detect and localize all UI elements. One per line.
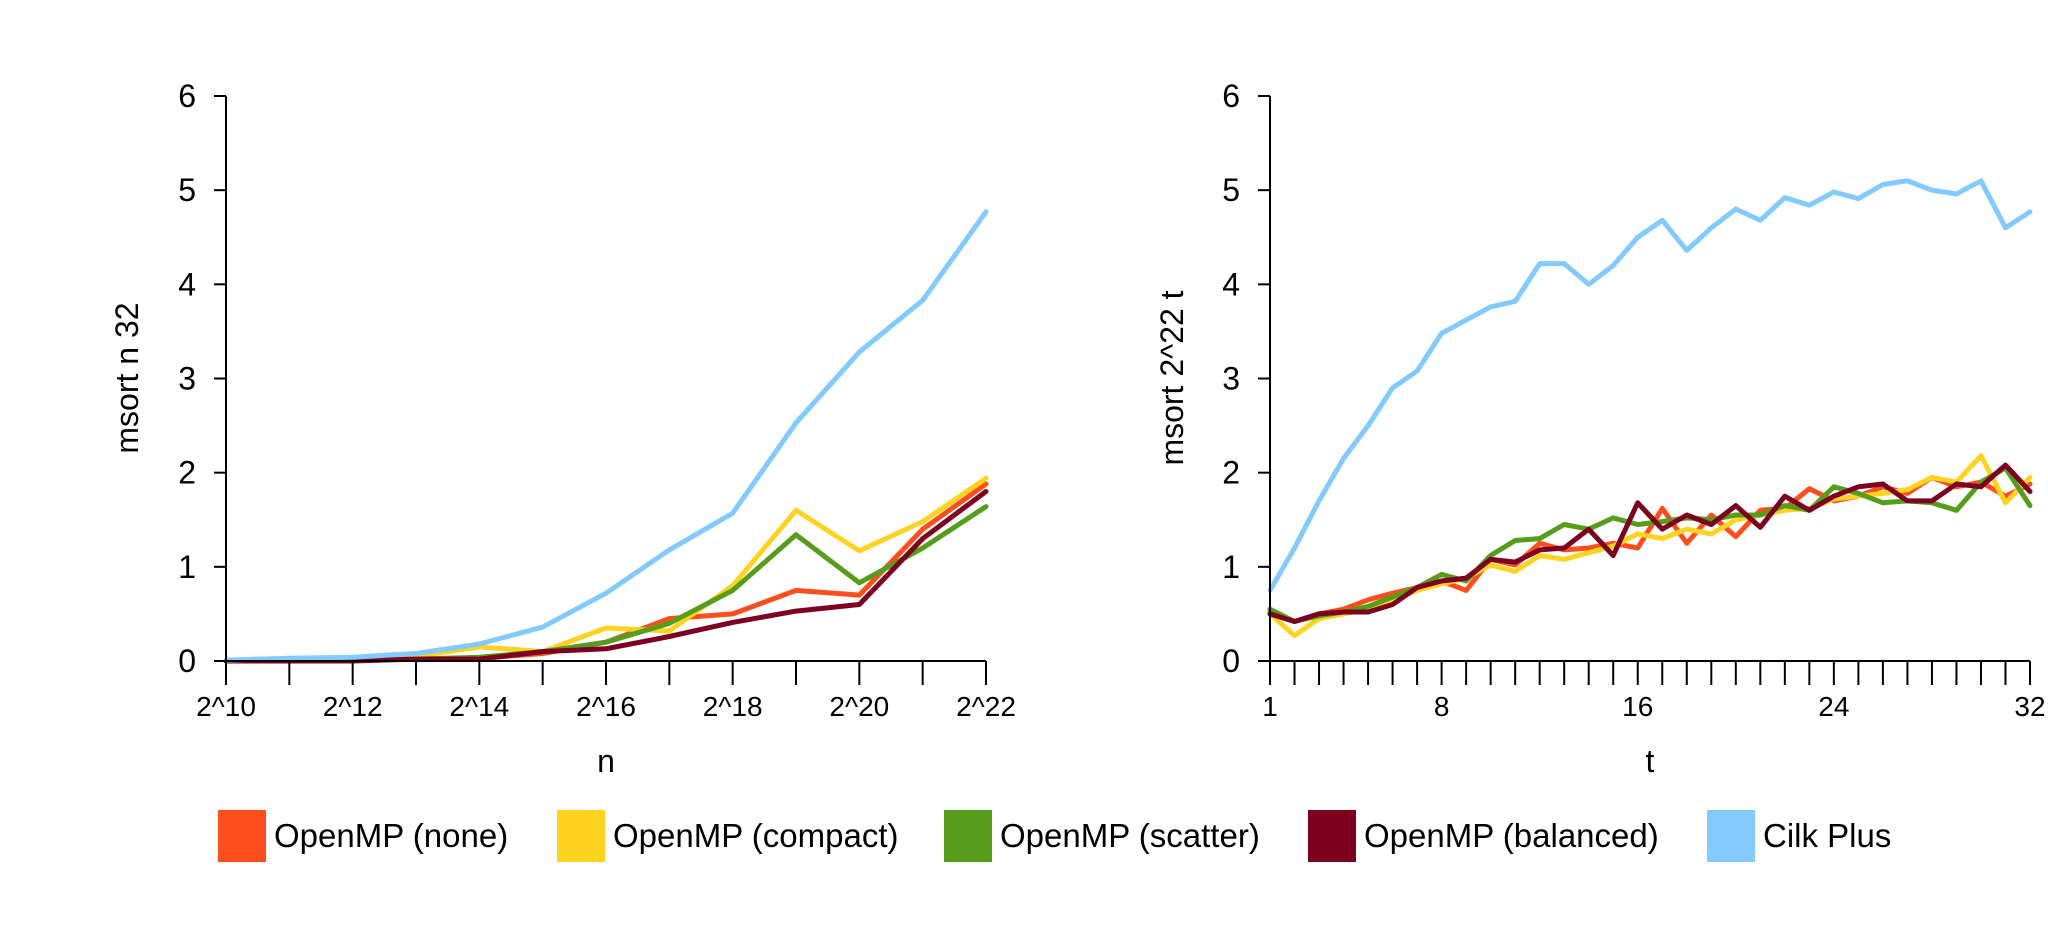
y-tick-label: 1 [178,549,196,585]
x-tick-label: 2^14 [449,691,509,722]
legend-item-cilk-plus: Cilk Plus [1707,808,1891,864]
legend-swatch [557,810,605,862]
series-line-cilk-plus [223,209,989,663]
series-line-cilk-plus [1267,178,2033,593]
legend-item-openmp-none: OpenMP (none) [218,808,508,864]
y-tick-label: 5 [1222,172,1240,208]
x-tick-label: 2^12 [323,691,383,722]
legend: OpenMP (none) OpenMP (compact) OpenMP (s… [0,808,2048,864]
y-tick-label: 6 [178,78,196,114]
x-tick-label: 2^22 [956,691,1016,722]
y-tick-label: 5 [178,172,196,208]
y-tick-label: 2 [178,455,196,491]
x-tick-label: 8 [1434,691,1450,722]
y-tick-label: 6 [1222,78,1240,114]
x-tick-label: 24 [1818,691,1849,722]
x-axis-label: t [1646,743,1655,779]
series-line-openmp-compact [223,475,989,664]
legend-swatch [944,810,992,862]
y-axis-label: msort n 32 [109,302,145,453]
legend-item-openmp-balanced: OpenMP (balanced) [1308,808,1659,864]
y-tick-label: 4 [178,266,196,302]
x-tick-label: 2^18 [703,691,763,722]
y-tick-label: 0 [178,643,196,679]
series-line-openmp-balanced [1267,462,2033,624]
legend-label: OpenMP (scatter) [1000,817,1260,854]
x-tick-label: 32 [2014,691,2045,722]
series-line-openmp-scatter [1267,465,2033,624]
legend-swatch [1707,810,1755,862]
legend-label: Cilk Plus [1763,817,1892,854]
legend-item-openmp-scatter: OpenMP (scatter) [944,808,1260,864]
series-line-openmp-none [223,481,989,664]
x-tick-label: 2^16 [576,691,636,722]
y-tick-label: 4 [1222,266,1240,302]
y-tick-label: 3 [1222,361,1240,397]
series-line-openmp-compact [1267,453,2033,639]
legend-swatch [218,810,266,862]
legend-label: OpenMP (balanced) [1364,817,1659,854]
legend-label: OpenMP (none) [274,817,509,854]
legend-item-openmp-compact: OpenMP (compact) [557,808,899,864]
x-tick-label: 2^20 [829,691,889,722]
y-tick-label: 1 [1222,549,1240,585]
x-tick-label: 16 [1622,691,1653,722]
y-tick-label: 3 [178,361,196,397]
y-axis-label: msort 2^22 t [1154,290,1190,465]
legend-swatch [1308,810,1356,862]
y-tick-label: 0 [1222,643,1240,679]
y-tick-label: 2 [1222,455,1240,491]
legend-label: OpenMP (compact) [613,817,899,854]
x-axis-label: n [597,743,615,779]
x-tick-label: 1 [1262,691,1278,722]
x-tick-label: 2^10 [196,691,256,722]
